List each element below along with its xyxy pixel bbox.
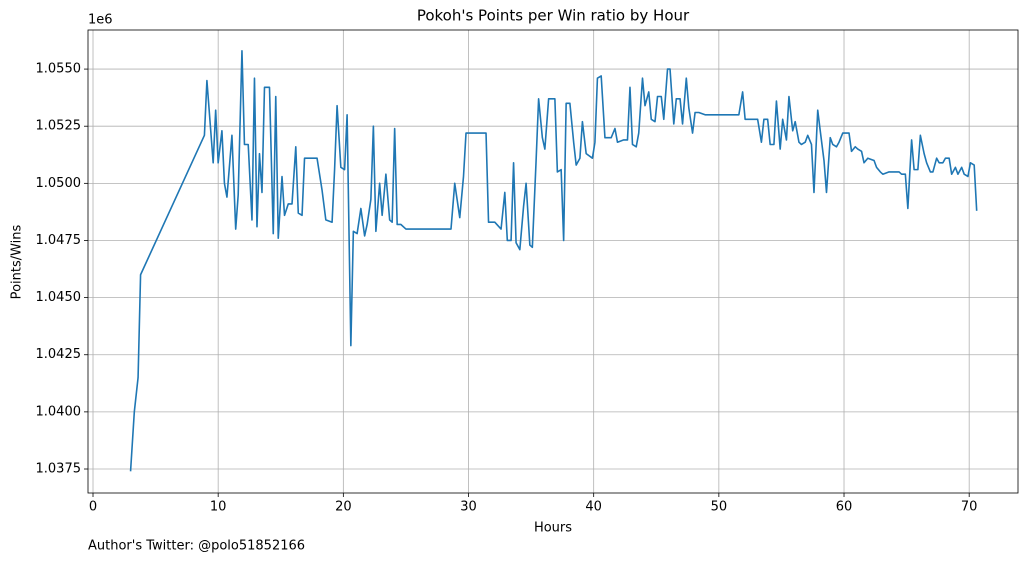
x-tick-label: 60 [836,500,853,515]
y-axis-label: Points/Wins [10,224,25,299]
x-tick-label: 40 [585,500,602,515]
y-tick-label: 1.0400 [36,404,82,419]
y-tick-label: 1.0500 [36,176,82,191]
x-tick-label: 10 [210,500,227,515]
axes-frame [87,29,1019,494]
y-tick-label: 1.0475 [36,233,82,248]
x-axis-label: Hours [534,521,572,536]
x-tick-label: 50 [711,500,728,515]
x-tick-label: 30 [460,500,477,515]
chart-title: Pokoh's Points per Win ratio by Hour [417,7,690,25]
x-tick-label: 0 [89,500,97,515]
data-line [129,50,978,472]
y-tick-label: 1.0450 [36,290,82,305]
y-offset-label: 1e6 [88,13,113,28]
y-tick-label: 1.0525 [36,119,82,134]
y-tick-label: 1.0425 [36,347,82,362]
x-tick-label: 70 [961,500,978,515]
y-tick-label: 1.0550 [36,62,82,77]
footnote: Author's Twitter: @polo51852166 [88,539,305,554]
x-tick-label: 20 [335,500,352,515]
y-tick-label: 1.0375 [36,462,82,477]
